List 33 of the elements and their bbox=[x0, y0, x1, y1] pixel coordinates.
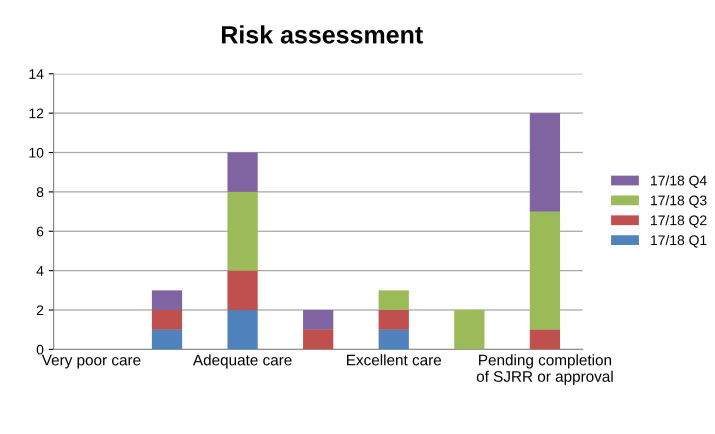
bar bbox=[227, 310, 258, 350]
legend-label: 17/18 Q3 bbox=[651, 195, 707, 208]
chart-title: Risk assessment bbox=[222, 25, 423, 44]
x-tick-label: Adequate care bbox=[192, 354, 292, 368]
bar bbox=[530, 212, 560, 330]
y-tick-label: 6 bbox=[36, 226, 44, 236]
bar bbox=[530, 113, 560, 212]
bar bbox=[152, 290, 182, 310]
legend-label: 17/18 Q2 bbox=[651, 215, 706, 228]
legend-label: 17/18 Q1 bbox=[651, 234, 706, 248]
bar bbox=[378, 290, 409, 310]
y-tick-label: 0 bbox=[36, 344, 44, 355]
y-tick-label: 2 bbox=[36, 305, 44, 316]
y-tick-label: 14 bbox=[30, 69, 44, 79]
legend-label: 17/18 Q4 bbox=[651, 175, 707, 188]
y-tick-label: 10 bbox=[30, 148, 44, 158]
bar bbox=[303, 310, 334, 330]
bar bbox=[227, 270, 258, 310]
bar bbox=[152, 330, 182, 350]
bar bbox=[530, 330, 560, 350]
y-tick-label: 12 bbox=[30, 108, 44, 118]
bar bbox=[454, 310, 484, 350]
bar bbox=[227, 152, 258, 192]
bar bbox=[378, 330, 409, 350]
bar bbox=[378, 310, 409, 330]
x-tick-label: Excellent care bbox=[347, 354, 442, 366]
x-tick-label: Very poor care bbox=[42, 354, 140, 368]
bar bbox=[227, 192, 258, 271]
bar bbox=[152, 310, 182, 330]
x-tick-label: Pending completion of SJRR or approval bbox=[476, 354, 613, 385]
bar bbox=[303, 330, 334, 350]
y-tick-label: 4 bbox=[36, 266, 44, 276]
y-tick-label: 8 bbox=[36, 187, 44, 198]
